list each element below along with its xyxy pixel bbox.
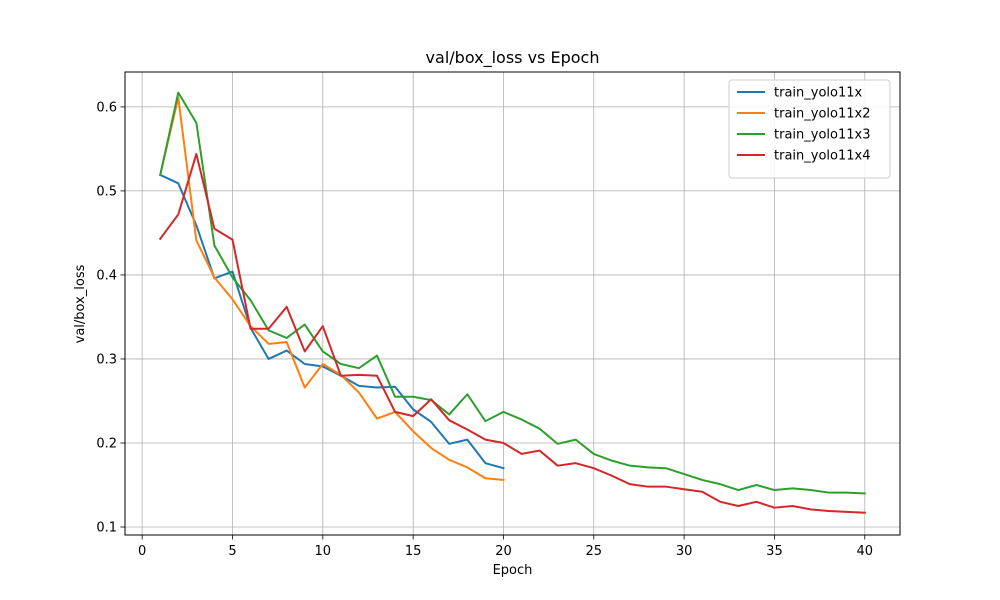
- y-tick-label: 0.4: [96, 268, 117, 283]
- legend-box: [728, 79, 891, 179]
- x-tick-label: 25: [586, 544, 603, 559]
- y-tick-label: 0.2: [96, 436, 117, 451]
- series-line-train_yolo11x2: [159, 96, 505, 482]
- x-tick-label: 5: [228, 544, 236, 559]
- legend-label: train_yolo11x4: [774, 149, 870, 164]
- x-tick-label: 0: [138, 544, 146, 559]
- series-lines: [158, 91, 866, 514]
- x-tick-label: 35: [766, 544, 783, 559]
- x-tick-label: 15: [405, 544, 422, 559]
- x-tick-label: 30: [676, 544, 693, 559]
- y-tick-label: 0.1: [96, 521, 117, 536]
- series-line-train_yolo11x3: [159, 91, 866, 495]
- legend-label: train_yolo11x2: [774, 107, 870, 122]
- y-tick-label: 0.5: [96, 184, 117, 199]
- x-tick-label: 20: [495, 544, 512, 559]
- y-axis-label: val/box_loss: [73, 264, 88, 343]
- legend: train_yolo11x train_yolo11x2 train_yolo11x…: [728, 79, 891, 179]
- series-line-train_yolo11x: [158, 173, 505, 470]
- legend-label: train_yolo11x3: [774, 128, 870, 143]
- legend-label: train_yolo11x: [774, 86, 863, 101]
- series-line-train_yolo11x4: [158, 152, 866, 514]
- chart-title: val/box_loss vs Epoch: [426, 48, 600, 68]
- x-tick-label: 40: [856, 544, 873, 559]
- plot-area-frame: [124, 71, 901, 536]
- y-tick-label: 0.6: [96, 100, 117, 115]
- y-tick-label: 0.3: [96, 352, 117, 367]
- axis-ticks: 0 5 10 15 20 25 30 35 40 0.1 0.2 0.3 0.4 0.5 0.6: [96, 100, 873, 559]
- x-tick-label: 10: [315, 544, 332, 559]
- x-axis-label: Epoch: [493, 563, 533, 578]
